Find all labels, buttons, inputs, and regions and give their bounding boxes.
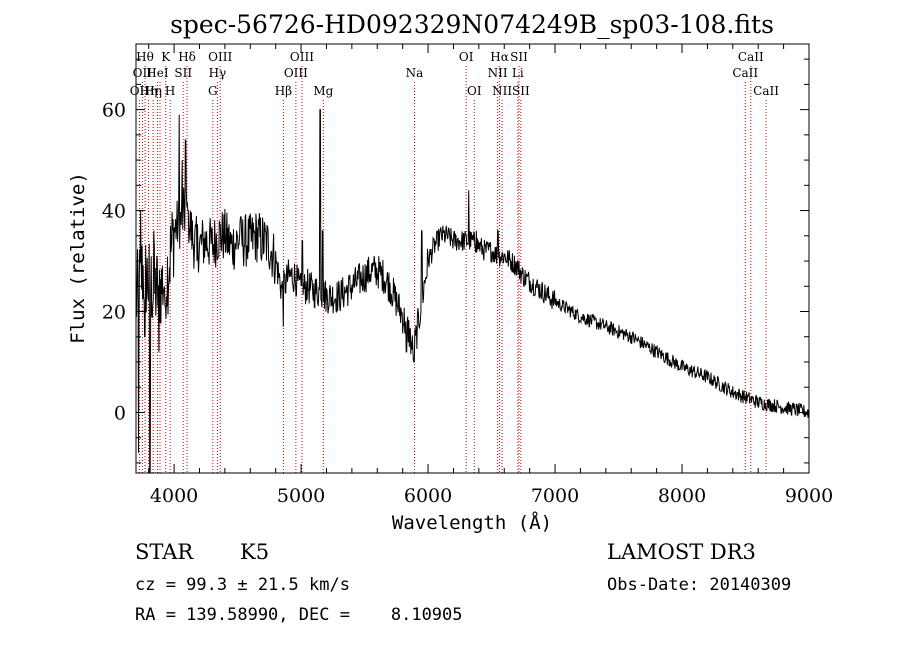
spectral-line-label: OIII (284, 66, 308, 80)
spectral-line-label: G (208, 84, 218, 98)
spectral-line-label: NII (488, 66, 508, 80)
spectral-line-label: Hδ (178, 50, 196, 64)
spectral-line-label: OIII (290, 50, 314, 64)
x-tick-label: 8000 (658, 485, 706, 507)
spectral-line-label: OI (459, 50, 474, 64)
object-subclass: K5 (240, 540, 269, 564)
redshift-text: cz = 99.3 ± 21.5 km/s (135, 575, 350, 595)
spectral-line-label: Hη (144, 84, 162, 98)
spectral-line-label: OII (133, 66, 153, 80)
spectral-line-label: Hα (490, 50, 509, 64)
spectral-line-label: CaII (753, 84, 779, 98)
object-class: STAR (135, 540, 194, 564)
spectral-line-label: Li (512, 66, 524, 80)
y-tick-label: 40 (102, 201, 126, 223)
y-tick-label: 60 (102, 100, 126, 122)
spectral-line-label: SII (512, 84, 530, 98)
plot-frame (135, 43, 810, 474)
spectral-line-label: Mg (313, 84, 333, 98)
x-tick-label: 5000 (277, 485, 325, 507)
spectral-line-label: K (161, 50, 171, 64)
spectral-line-label: CaII (732, 66, 758, 80)
spectral-line-label: CaII (738, 50, 764, 64)
spectral-line-label: H (165, 84, 175, 98)
x-tick-label: 4000 (150, 485, 198, 507)
chart-title: spec-56726-HD092329N074249B_sp03-108.fit… (170, 10, 774, 39)
spectral-line-label: HeI (146, 66, 169, 80)
spectrum-series-line (135, 109, 810, 474)
spectral-line-markers (138, 66, 767, 473)
spectral-line-label: SII (174, 66, 192, 80)
spectral-line-label: OI (467, 84, 482, 98)
spectral-line-label: Hβ (275, 84, 292, 98)
spectral-line-label: Hη (140, 84, 158, 98)
y-tick-label: 0 (114, 402, 126, 424)
spectral-line-label: SII (510, 50, 528, 64)
y-axis-ticks: 0 20 40 60 (102, 58, 809, 464)
spectral-line-label: Na (406, 66, 424, 80)
survey-name: LAMOST DR3 (607, 540, 756, 564)
observation-date: Obs-Date: 20140309 (607, 575, 791, 595)
x-tick-label: 9000 (785, 485, 833, 507)
spectral-line-label: Hγ (209, 66, 227, 80)
y-tick-label: 20 (102, 301, 126, 323)
y-axis-label: Flux (relative) (67, 172, 89, 344)
x-axis-label: Wavelength (Å) (392, 511, 552, 534)
x-axis-ticks: 4000 5000 6000 7000 8000 9000 (148, 44, 833, 507)
x-tick-label: 6000 (404, 485, 452, 507)
x-tick-label: 7000 (531, 485, 579, 507)
coordinates-text: RA = 139.58990, DEC = 8.10905 (135, 605, 463, 625)
spectral-line-label: NII (492, 84, 512, 98)
spectral-line-label: Hθ (136, 50, 154, 64)
spectral-line-label: OIII (208, 50, 232, 64)
spectral-line-label: OII (130, 84, 150, 98)
